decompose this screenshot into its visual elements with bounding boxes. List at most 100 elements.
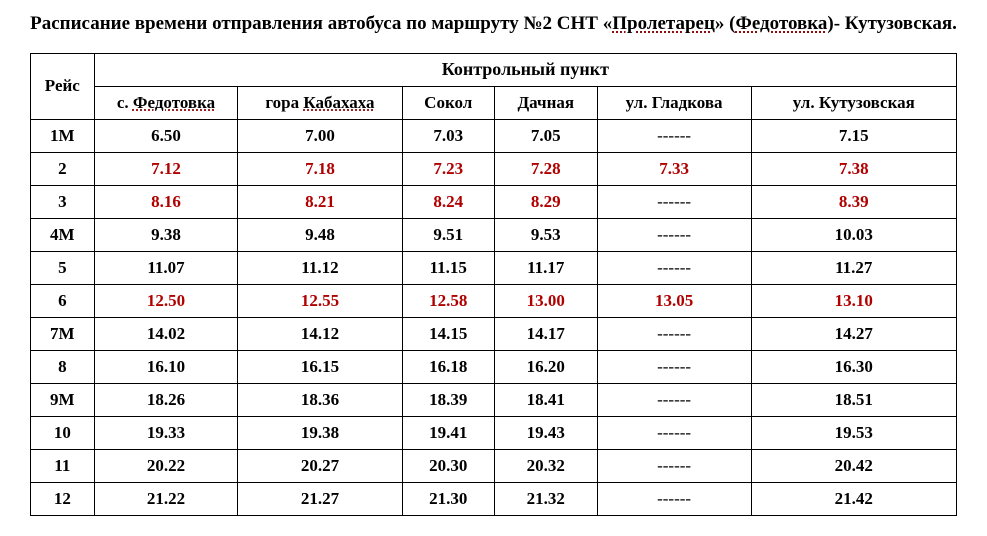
cell-time: 16.15 [238,350,402,383]
col-fedotovka-prefix: с. [117,93,133,112]
title-dotted-2: Федотовка [736,13,828,34]
cell-time: 10.03 [751,218,956,251]
cell-time: 7.03 [402,119,494,152]
cell-time: 18.39 [402,383,494,416]
cell-time: 21.32 [494,482,597,515]
table-row: 816.1016.1516.1816.20------16.30 [31,350,957,383]
cell-time: 18.26 [94,383,238,416]
cell-time: 14.15 [402,317,494,350]
cell-time: 9.38 [94,218,238,251]
col-gora-dotted: Кабахаха [303,93,374,112]
cell-time: 7.12 [94,152,238,185]
cell-time: 21.27 [238,482,402,515]
table-row: 9М18.2618.3618.3918.41------18.51 [31,383,957,416]
cell-time: 12.58 [402,284,494,317]
cell-time: 20.27 [238,449,402,482]
cell-time: 11.12 [238,251,402,284]
table-row: 38.168.218.248.29------8.39 [31,185,957,218]
cell-reis: 8 [31,350,95,383]
table-row: 1120.2220.2720.3020.32------20.42 [31,449,957,482]
cell-reis: 5 [31,251,95,284]
cell-time: 7.00 [238,119,402,152]
cell-time: 7.05 [494,119,597,152]
cell-time: 9.48 [238,218,402,251]
cell-reis: 12 [31,482,95,515]
cell-reis: 4М [31,218,95,251]
cell-reis: 9М [31,383,95,416]
table-header-row-2: с. Федотовка гора Кабахаха Сокол Дачная … [31,86,957,119]
table-row: 511.0711.1211.1511.17------11.27 [31,251,957,284]
cell-time: 18.51 [751,383,956,416]
table-row: 1М6.507.007.037.05------7.15 [31,119,957,152]
cell-time: 16.18 [402,350,494,383]
cell-time: 18.41 [494,383,597,416]
cell-time: 13.10 [751,284,956,317]
cell-time: 20.22 [94,449,238,482]
cell-time: ------ [597,251,751,284]
schedule-table: Рейс Контрольный пункт с. Федотовка гора… [30,53,957,516]
cell-time: 19.38 [238,416,402,449]
cell-time: 7.23 [402,152,494,185]
cell-time: ------ [597,350,751,383]
cell-time: ------ [597,416,751,449]
cell-time: 20.32 [494,449,597,482]
col-kutuzovskaya: ул. Кутузовская [751,86,956,119]
cell-time: 19.53 [751,416,956,449]
cell-time: 8.16 [94,185,238,218]
cell-time: 12.55 [238,284,402,317]
cell-reis: 10 [31,416,95,449]
cell-time: 13.05 [597,284,751,317]
table-row: 1019.3319.3819.4119.43------19.53 [31,416,957,449]
title-suffix: )- Кутузовская. [827,13,956,34]
cell-time: ------ [597,185,751,218]
cell-time: 8.24 [402,185,494,218]
cell-time: 6.50 [94,119,238,152]
cell-time: 14.27 [751,317,956,350]
cell-time: 20.30 [402,449,494,482]
cell-time: 7.38 [751,152,956,185]
cell-time: 16.10 [94,350,238,383]
table-row: 612.5012.5512.5813.0013.0513.10 [31,284,957,317]
col-fedotovka-dotted: Федотовка [133,93,215,112]
cell-time: 7.15 [751,119,956,152]
cell-time: ------ [597,482,751,515]
cell-time: 21.30 [402,482,494,515]
cell-time: 16.20 [494,350,597,383]
cell-time: 7.18 [238,152,402,185]
cell-time: 16.30 [751,350,956,383]
cell-reis: 3 [31,185,95,218]
cell-time: 21.42 [751,482,956,515]
table-head: Рейс Контрольный пункт с. Федотовка гора… [31,53,957,119]
document-title: Расписание времени отправления автобуса … [30,10,957,39]
cell-time: 21.22 [94,482,238,515]
cell-time: 12.50 [94,284,238,317]
col-reis: Рейс [31,53,95,119]
title-prefix: Расписание времени отправления автобуса … [30,13,612,34]
cell-reis: 1М [31,119,95,152]
col-section: Контрольный пункт [94,53,956,86]
cell-time: ------ [597,317,751,350]
cell-time: ------ [597,218,751,251]
cell-time: 19.43 [494,416,597,449]
col-gora: гора Кабахаха [238,86,402,119]
cell-time: 19.41 [402,416,494,449]
cell-time: 7.33 [597,152,751,185]
col-fedotovka: с. Федотовка [94,86,238,119]
cell-reis: 7М [31,317,95,350]
cell-time: 7.28 [494,152,597,185]
cell-time: ------ [597,119,751,152]
cell-time: 19.33 [94,416,238,449]
schedule-document: Расписание времени отправления автобуса … [0,0,987,536]
table-row: 4М9.389.489.519.53------10.03 [31,218,957,251]
title-mid: » ( [715,13,736,34]
cell-reis: 11 [31,449,95,482]
cell-time: 14.12 [238,317,402,350]
cell-time: 9.53 [494,218,597,251]
cell-time: 11.15 [402,251,494,284]
cell-time: 14.02 [94,317,238,350]
title-dotted-1: Пролетарец [612,13,715,34]
cell-time: 8.39 [751,185,956,218]
cell-time: 11.17 [494,251,597,284]
cell-time: ------ [597,449,751,482]
cell-time: 8.21 [238,185,402,218]
